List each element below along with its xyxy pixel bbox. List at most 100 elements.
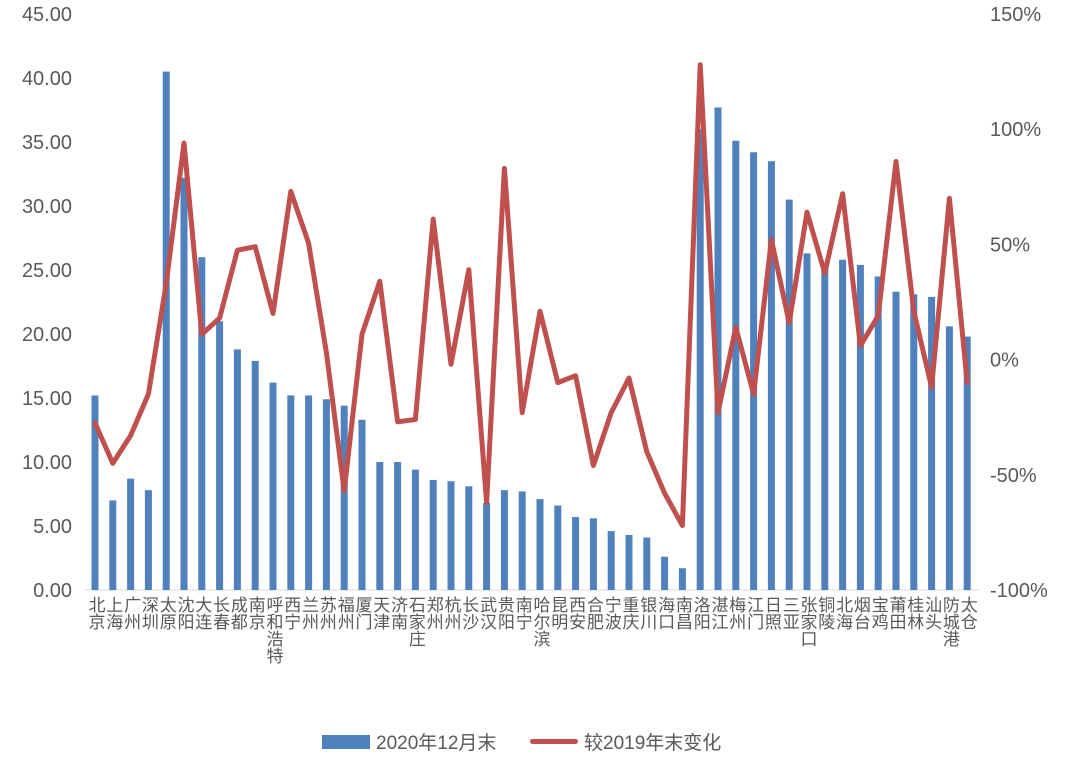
- bar-36: [714, 107, 722, 590]
- x-tick-label: 上海: [103, 596, 123, 630]
- bar-10: [251, 360, 259, 590]
- x-tick-label: 大连: [192, 596, 212, 630]
- x-tick-label: 长沙: [459, 596, 479, 630]
- y-left-tick-label: 30.00: [22, 196, 72, 218]
- x-tick-label: 深圳: [138, 596, 158, 630]
- bar-45: [874, 276, 882, 590]
- x-tick-label: 杭州: [441, 596, 461, 630]
- x-tick-label: 宝鸡: [868, 596, 888, 630]
- y-left-tick-label: 0.00: [33, 580, 72, 602]
- bar-49: [945, 326, 953, 590]
- x-tick-label: 苏州: [316, 596, 336, 630]
- bar-7: [198, 257, 206, 590]
- bar-31: [625, 534, 633, 590]
- y-left-tick-label: 15.00: [22, 388, 72, 410]
- legend-item-bar: 2020年12月末: [322, 728, 496, 755]
- bar-26: [536, 499, 544, 590]
- legend-swatch-bar: [322, 734, 370, 749]
- bar-15: [340, 405, 348, 590]
- x-tick-label: 西宁: [281, 596, 301, 630]
- bar-27: [554, 505, 562, 590]
- bar-50: [963, 336, 971, 590]
- x-tick-label: 昆明: [548, 596, 568, 630]
- bar-22: [465, 486, 473, 590]
- y-right-tick-label: 100%: [990, 119, 1041, 141]
- bar-43: [839, 259, 847, 590]
- x-tick-label: 成都: [227, 596, 247, 630]
- bar-37: [732, 140, 740, 590]
- x-tick-label: 张家口: [797, 596, 817, 647]
- bar-33: [661, 556, 669, 590]
- legend-item-line: 较2019年末变化: [530, 728, 721, 755]
- x-tick-label: 兰州: [299, 596, 319, 630]
- x-tick-label: 烟台: [850, 596, 870, 630]
- bar-23: [483, 502, 491, 590]
- bar-44: [856, 264, 864, 590]
- x-tick-label: 郑州: [423, 596, 443, 630]
- bar-38: [750, 152, 758, 591]
- x-tick-label: 重庆: [619, 596, 639, 630]
- x-tick-label: 南京: [245, 596, 265, 630]
- x-tick-label: 合肥: [583, 596, 603, 630]
- bar-8: [216, 321, 224, 590]
- y-left-tick-label: 20.00: [22, 324, 72, 346]
- x-tick-label: 沈阳: [174, 596, 194, 630]
- x-tick-label: 防城港: [939, 596, 959, 647]
- bar-1: [91, 395, 99, 590]
- series-line-change: [92, 62, 970, 528]
- bar-18: [394, 462, 402, 590]
- x-tick-label: 济南: [388, 596, 408, 630]
- bar-28: [572, 517, 580, 590]
- x-tick-label: 福州: [334, 596, 354, 630]
- legend-label-line: 较2019年末变化: [584, 733, 722, 754]
- x-tick-label: 太仓: [957, 596, 977, 630]
- x-tick-label: 桂林: [904, 596, 924, 630]
- x-tick-label: 梅州: [726, 596, 746, 630]
- bar-16: [358, 419, 366, 590]
- x-tick-label: 武汉: [477, 596, 497, 630]
- x-tick-label: 北海: [833, 596, 853, 630]
- y-right-tick-label: -100%: [990, 580, 1048, 602]
- bar-21: [447, 481, 455, 590]
- x-tick-label: 北京: [85, 596, 105, 630]
- bar-46: [892, 291, 900, 590]
- bar-13: [305, 395, 313, 590]
- bar-12: [287, 395, 295, 590]
- bar-30: [607, 531, 615, 590]
- bar-14: [322, 399, 330, 590]
- bar-17: [376, 462, 384, 590]
- x-tick-label: 呼和浩特: [263, 596, 283, 664]
- bar-25: [518, 491, 526, 590]
- bar-5: [162, 71, 170, 591]
- x-tick-label: 天津: [370, 596, 390, 630]
- x-tick-label: 西安: [566, 596, 586, 630]
- x-tick-label: 银川: [637, 596, 657, 630]
- x-tick-label: 海口: [655, 596, 675, 630]
- x-tick-label: 石家庄: [405, 596, 425, 647]
- bar-24: [500, 490, 508, 590]
- bar-35: [696, 129, 704, 590]
- bar-3: [127, 478, 135, 590]
- bar-4: [144, 490, 152, 590]
- x-tick-label: 汕头: [922, 596, 942, 630]
- x-tick-label: 长春: [210, 596, 230, 630]
- bar-40: [785, 199, 793, 590]
- x-tick-label: 三亚: [779, 596, 799, 630]
- bar-11: [269, 382, 277, 590]
- bar-2: [109, 500, 117, 590]
- x-tick-label: 南昌: [672, 596, 692, 630]
- y-left-tick-label: 25.00: [22, 260, 72, 282]
- x-tick-label: 铜陵: [815, 596, 835, 630]
- x-tick-label: 南宁: [512, 596, 532, 630]
- x-tick-label: 宁波: [601, 596, 621, 630]
- bar-6: [180, 177, 188, 590]
- y-left-tick-label: 5.00: [33, 516, 72, 538]
- legend-label-bar: 2020年12月末: [376, 733, 497, 754]
- y-right-tick-label: 0%: [990, 350, 1019, 372]
- y-right-tick-label: 50%: [990, 234, 1030, 256]
- x-tick-label: 哈尔滨: [530, 596, 550, 647]
- y-right-tick-label: 150%: [990, 4, 1041, 26]
- bar-41: [803, 253, 811, 591]
